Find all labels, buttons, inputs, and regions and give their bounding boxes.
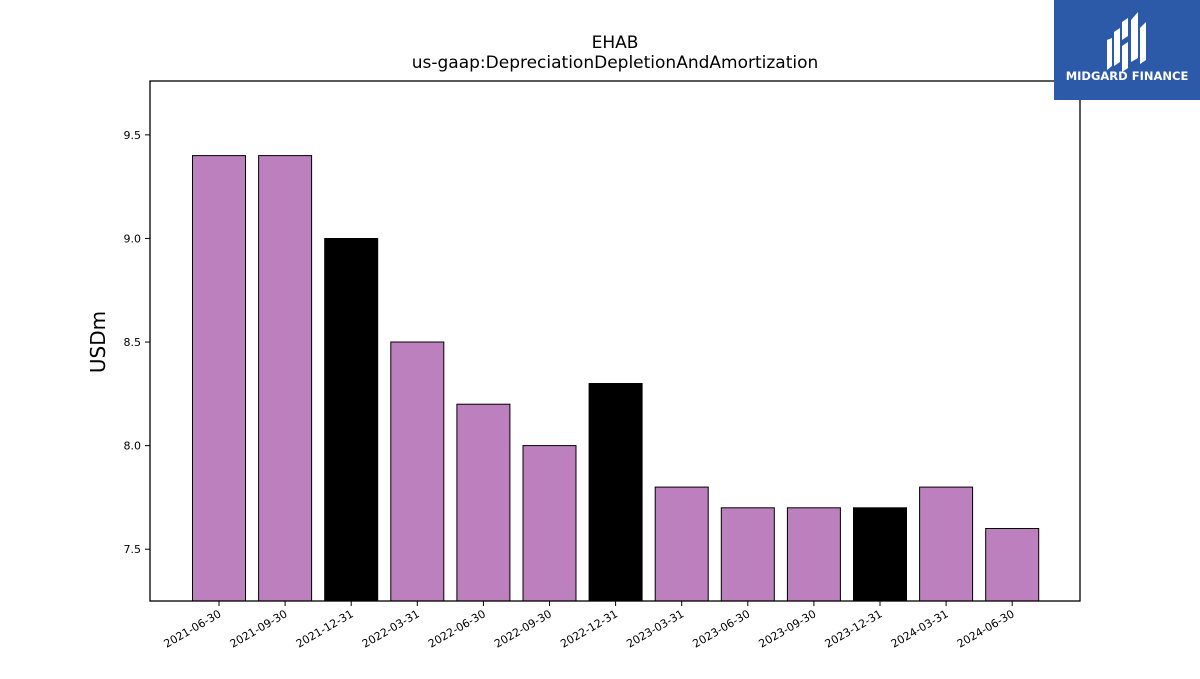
y-tick-label: 9.0 <box>124 232 142 245</box>
x-tick-label: 2021-12-31 <box>294 607 356 650</box>
x-tick-label: 2023-12-31 <box>823 607 885 650</box>
bar-2023-06-30 <box>720 507 775 602</box>
x-tick-label: 2023-03-31 <box>624 607 686 650</box>
x-tick-label: 2022-03-31 <box>360 607 422 650</box>
x-tick-label: 2022-06-30 <box>426 607 488 650</box>
bar-2022-03-31 <box>390 341 445 602</box>
x-tick-label: 2022-09-30 <box>492 607 554 650</box>
chart-subtitle: us-gaap:DepreciationDepletionAndAmortiza… <box>412 53 819 73</box>
bar-2021-09-30 <box>258 155 313 602</box>
y-tick-label: 7.5 <box>124 543 142 556</box>
x-ticks-group: 2021-06-30 2021-09-30 2021-12-31 2022-03-31… <box>162 601 1017 651</box>
x-tick-label: 2024-06-30 <box>955 607 1017 650</box>
y-ticks-group: 7.5 8.0 8.5 9.0 9.5 <box>124 129 150 556</box>
bars-group <box>192 155 1040 602</box>
x-tick-label: 2021-06-30 <box>162 607 224 650</box>
y-tick-label: 8.5 <box>124 336 142 349</box>
y-tick-label: 9.5 <box>124 129 142 142</box>
x-tick-label: 2022-12-31 <box>558 607 620 650</box>
x-tick-label: 2024-03-31 <box>889 607 951 650</box>
y-tick-label: 8.0 <box>124 440 142 453</box>
y-axis-label: USDm <box>86 311 110 373</box>
chart-title: EHAB <box>592 33 639 53</box>
plot-frame <box>149 80 1081 602</box>
bar-2024-03-31 <box>919 486 974 602</box>
bar-2023-12-31 <box>853 507 907 602</box>
bar-2021-06-30 <box>192 155 246 602</box>
bar-2022-09-30 <box>522 445 577 602</box>
bar-2021-12-31 <box>324 238 379 602</box>
x-tick-label: 2023-06-30 <box>690 607 752 650</box>
bar-2022-06-30 <box>456 403 511 602</box>
x-tick-label: 2021-09-30 <box>228 607 290 650</box>
midgard-logo-icon <box>1107 12 1146 72</box>
brand-logo: MIDGARD FINANCE <box>1054 0 1200 100</box>
bar-2022-12-31 <box>588 383 643 602</box>
logo-text: MIDGARD FINANCE <box>1066 69 1189 83</box>
bar-2023-09-30 <box>786 507 841 602</box>
x-tick-label: 2023-09-30 <box>757 607 819 650</box>
bar-2023-03-31 <box>654 486 709 602</box>
bar-2024-06-30 <box>985 528 1040 602</box>
